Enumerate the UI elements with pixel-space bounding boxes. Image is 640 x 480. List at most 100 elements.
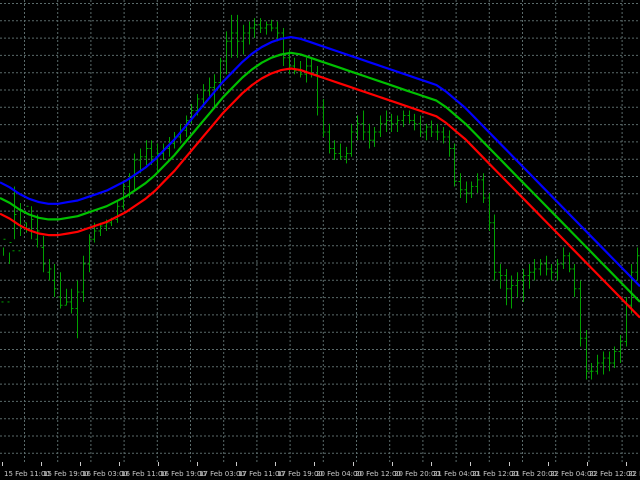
price-bar (12, 186, 17, 252)
price-bar (58, 272, 63, 309)
price-bar (629, 264, 634, 314)
price-bar (372, 127, 377, 147)
price-bar (367, 123, 372, 149)
x-tick-label: 17 Feb 11:00 (238, 470, 284, 478)
price-bar (144, 140, 149, 165)
x-tick-label: 21 Feb 20:00 (511, 470, 557, 478)
price-bar (447, 130, 452, 157)
price-bar (75, 280, 80, 339)
price-bar (469, 181, 474, 198)
price-bar (47, 259, 52, 281)
price-bar (475, 173, 480, 194)
price-bar (589, 363, 594, 380)
x-tick-label: 22 Feb 12:00 (589, 470, 635, 478)
price-bar (498, 264, 503, 289)
price-bar (635, 247, 640, 281)
price-bar (612, 346, 617, 368)
x-tick-label: 15 Feb 19:00 (43, 470, 89, 478)
price-bar (458, 173, 463, 198)
price-bar (412, 113, 417, 131)
price-bar (361, 110, 366, 141)
price-bar (321, 99, 326, 137)
price-bar (429, 120, 434, 137)
x-tick-label: 20 Feb 12:00 (355, 470, 401, 478)
price-bar (247, 21, 252, 45)
price-bar (344, 146, 349, 164)
price-bar (401, 110, 406, 128)
price-bar (384, 110, 389, 132)
price-bar (41, 235, 46, 273)
price-bar (332, 140, 337, 161)
price-bar (69, 288, 74, 314)
price-bar (35, 214, 40, 248)
price-bar (521, 268, 526, 302)
price-bar (509, 275, 514, 309)
price-bar (544, 255, 549, 276)
price-bar (538, 259, 543, 276)
price-bar (1, 238, 6, 303)
price-bar (549, 264, 554, 281)
price-bar (555, 259, 560, 281)
price-bar (572, 264, 577, 297)
price-bar (138, 148, 143, 174)
middle-band-line (0, 51, 640, 303)
grid-lines (0, 0, 640, 462)
price-bar (561, 247, 566, 269)
price-bar (349, 123, 354, 157)
price-bar (487, 193, 492, 231)
x-tick-label: 17 Feb 19:00 (277, 470, 323, 478)
price-bar (292, 57, 297, 75)
price-bar (338, 143, 343, 161)
price-bar (52, 264, 57, 297)
price-bar (618, 334, 623, 363)
price-bar (269, 19, 274, 32)
price-bar (229, 14, 234, 58)
upper-band-line (0, 35, 640, 288)
price-bar (567, 252, 572, 273)
x-tick-label: 15 Feb 11:00 (4, 470, 50, 478)
price-bar (327, 123, 332, 154)
price-bar (275, 21, 280, 42)
price-bar (435, 123, 440, 141)
x-tick-label: 16 Feb 11:00 (121, 470, 167, 478)
x-tick-label: 21 Feb 12:00 (472, 470, 518, 478)
price-bar (121, 181, 126, 210)
price-bar (241, 24, 246, 55)
price-bar (304, 57, 309, 83)
x-tick-label: 20 Feb 20:00 (394, 470, 440, 478)
price-bar (595, 354, 600, 375)
price-bar (452, 143, 457, 187)
x-tick-label: 16 Feb 03:00 (82, 470, 128, 478)
price-bar (258, 18, 263, 33)
x-tick-label: 16 Feb 19:00 (160, 470, 206, 478)
price-bar (527, 264, 532, 289)
price-bar (64, 288, 69, 306)
price-bar (207, 77, 212, 99)
price-bar (389, 113, 394, 132)
price-bar (149, 140, 154, 165)
x-tick-label: 22 Feb 20:00 (628, 470, 640, 478)
lower-band-line (0, 67, 640, 319)
price-bar (355, 115, 360, 141)
price-bar (424, 123, 429, 141)
price-bar (407, 110, 412, 124)
price-bars (1, 14, 640, 380)
price-bar (418, 115, 423, 137)
x-tick-label: 21 Feb 04:00 (433, 470, 479, 478)
price-bar (481, 173, 486, 203)
price-bar (87, 234, 92, 273)
envelope-bands (0, 35, 640, 319)
x-tick-label: 20 Feb 04:00 (316, 470, 362, 478)
price-bar (578, 280, 583, 347)
price-bar (584, 330, 589, 380)
price-bar (441, 127, 446, 144)
x-tick-label: 17 Feb 03:00 (199, 470, 245, 478)
price-bar (7, 242, 12, 303)
price-bar (115, 201, 120, 223)
price-bar (281, 28, 286, 66)
price-bar (464, 181, 469, 203)
